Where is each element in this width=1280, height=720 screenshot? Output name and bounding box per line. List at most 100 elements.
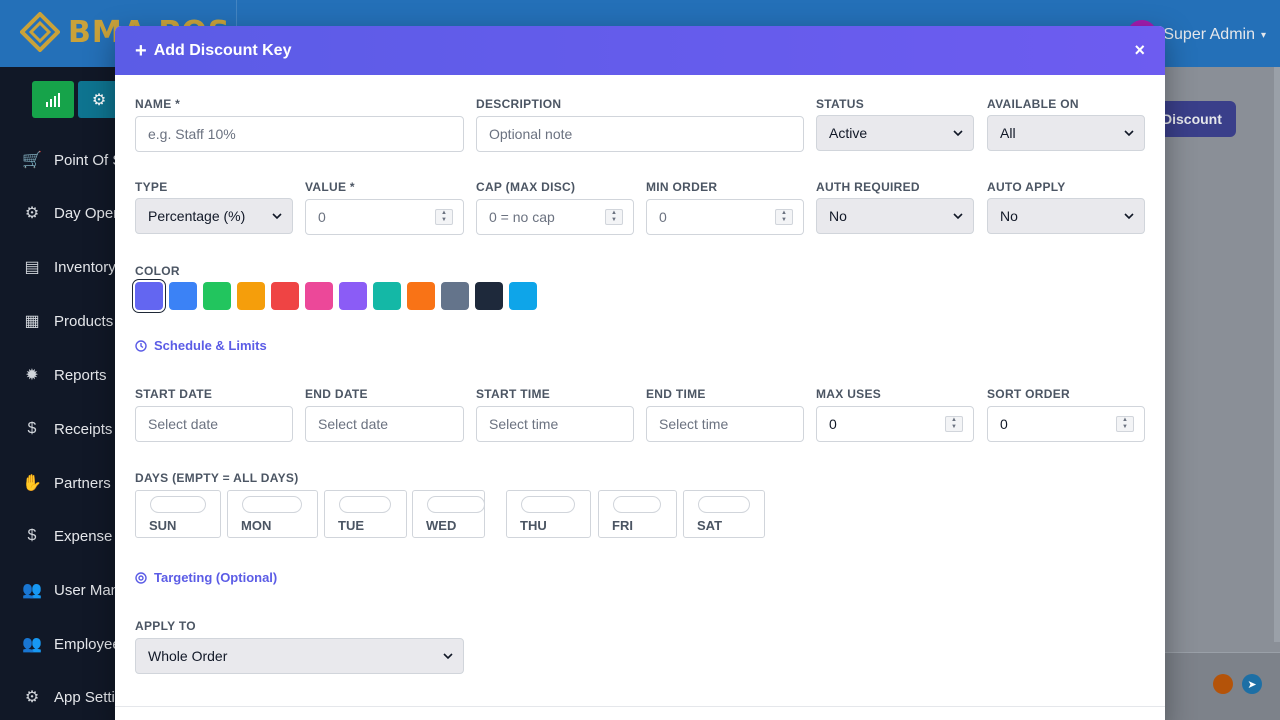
- sidebar-item[interactable]: ▤ Inventory: [22, 257, 115, 277]
- targeting-section-toggle[interactable]: Targeting (Optional): [135, 570, 277, 585]
- bar-chart-icon: [46, 92, 60, 107]
- day-checkbox[interactable]: [150, 496, 206, 513]
- sidebar-item-label: Point Of S: [54, 151, 123, 169]
- day-toggle-mon[interactable]: MON: [227, 490, 318, 538]
- chevron-down-icon: ▾: [1260, 29, 1266, 41]
- value-stepper[interactable]: ▲ ▼: [435, 209, 453, 225]
- apply-to-value: Whole Order: [148, 648, 228, 664]
- sort-order-input[interactable]: 0 ▲ ▼: [987, 406, 1145, 442]
- chevron-down-icon: [1124, 213, 1134, 220]
- cap-stepper[interactable]: ▲ ▼: [605, 209, 623, 225]
- sidebar-item-label: Partners: [54, 474, 111, 492]
- end-time-input[interactable]: Select time: [646, 406, 804, 442]
- day-label: SAT: [697, 518, 723, 533]
- sort-order-stepper[interactable]: ▲ ▼: [1116, 416, 1134, 432]
- page-scrollbar[interactable]: [1274, 67, 1280, 642]
- name-input[interactable]: e.g. Staff 10%: [135, 116, 464, 152]
- sidebar-item[interactable]: $ Receipts: [22, 419, 113, 439]
- day-checkbox[interactable]: [521, 496, 575, 513]
- day-checkbox[interactable]: [698, 496, 750, 513]
- close-button[interactable]: ×: [1134, 40, 1145, 60]
- min-order-stepper[interactable]: ▲ ▼: [775, 209, 793, 225]
- settings-button[interactable]: ⚙: [78, 81, 120, 118]
- color-swatch[interactable]: [509, 282, 537, 310]
- auth-required-label: AUTH REQUIRED: [816, 180, 920, 194]
- gears-icon: ⚙: [91, 91, 107, 109]
- add-discount-label: Discount: [1162, 111, 1222, 127]
- color-swatch[interactable]: [305, 282, 333, 310]
- telegram-icon[interactable]: ➤: [1242, 674, 1262, 694]
- cap-label: CAP (MAX DISC): [476, 180, 576, 194]
- max-uses-input[interactable]: 0 ▲ ▼: [816, 406, 974, 442]
- modal-header: + Add Discount Key ×: [115, 26, 1165, 75]
- day-label: WED: [426, 518, 457, 533]
- color-swatch[interactable]: [203, 282, 231, 310]
- start-time-input[interactable]: Select time: [476, 406, 634, 442]
- add-discount-modal: + Add Discount Key × NAME * e.g. Staff 1…: [115, 26, 1165, 720]
- start-date-input[interactable]: Select date: [135, 406, 293, 442]
- modal-footer-divider: [115, 706, 1165, 707]
- color-label: COLOR: [135, 264, 180, 278]
- cap-input[interactable]: 0 = no cap ▲ ▼: [476, 199, 634, 235]
- end-date-input[interactable]: Select date: [305, 406, 464, 442]
- handshake-icon: ✋: [22, 475, 42, 492]
- color-swatch[interactable]: [475, 282, 503, 310]
- min-order-label: MIN ORDER: [646, 180, 718, 194]
- available-on-select[interactable]: All: [987, 115, 1145, 151]
- day-toggle-sun[interactable]: SUN: [135, 490, 221, 538]
- start-time-label: START TIME: [476, 387, 551, 401]
- color-swatch[interactable]: [271, 282, 299, 310]
- day-checkbox[interactable]: [339, 496, 391, 513]
- auth-required-select[interactable]: No: [816, 198, 974, 234]
- color-swatch[interactable]: [441, 282, 469, 310]
- auto-apply-select[interactable]: No: [987, 198, 1145, 234]
- chevron-down-icon: [443, 653, 453, 660]
- sidebar-item[interactable]: 👥 User Man: [22, 580, 119, 600]
- sidebar-item[interactable]: ⚙ App Setti: [22, 687, 115, 707]
- value-input[interactable]: 0 ▲ ▼: [305, 199, 464, 235]
- schedule-section-toggle[interactable]: Schedule & Limits: [135, 338, 267, 353]
- color-swatch[interactable]: [237, 282, 265, 310]
- sidebar-item[interactable]: ✋ Partners: [22, 473, 111, 493]
- sidebar-item[interactable]: ✹ Reports: [22, 365, 106, 385]
- days-label: DAYS (EMPTY = ALL DAYS): [135, 471, 299, 485]
- day-checkbox[interactable]: [242, 496, 302, 513]
- color-swatch[interactable]: [339, 282, 367, 310]
- day-toggle-thu[interactable]: THU: [506, 490, 591, 538]
- gear-icon: ⚙: [24, 689, 40, 706]
- sidebar-item[interactable]: ▦ Products: [22, 311, 113, 331]
- signal-button[interactable]: [32, 81, 74, 118]
- globe-icon[interactable]: [1213, 674, 1233, 694]
- box-icon: ▦: [24, 313, 40, 330]
- users-icon: 👥: [22, 582, 42, 599]
- type-select[interactable]: Percentage (%): [135, 198, 293, 234]
- sidebar-item[interactable]: 🛒 Point Of S: [22, 150, 122, 170]
- modal-title-text: Add Discount Key: [153, 41, 292, 59]
- max-uses-stepper[interactable]: ▲ ▼: [945, 416, 963, 432]
- status-select[interactable]: Active: [816, 115, 974, 151]
- chevron-down-icon: [953, 213, 963, 220]
- min-order-input[interactable]: 0 ▲ ▼: [646, 199, 804, 235]
- color-swatch[interactable]: [407, 282, 435, 310]
- warehouse-icon: ▤: [24, 259, 40, 276]
- day-toggle-fri[interactable]: FRI: [598, 490, 677, 538]
- day-toggle-sat[interactable]: SAT: [683, 490, 765, 538]
- sidebar-item-label: App Setti: [54, 688, 115, 706]
- color-swatch[interactable]: [135, 282, 163, 310]
- chevron-down-icon: [953, 130, 963, 137]
- gear-icon: ⚙: [24, 205, 40, 222]
- description-label: DESCRIPTION: [476, 97, 562, 111]
- sidebar-item[interactable]: $ Expense: [22, 526, 113, 546]
- color-swatch[interactable]: [373, 282, 401, 310]
- day-toggle-tue[interactable]: TUE: [324, 490, 407, 538]
- day-checkbox[interactable]: [613, 496, 661, 513]
- color-swatch[interactable]: [169, 282, 197, 310]
- sidebar-item[interactable]: 👥 Employee: [22, 634, 121, 654]
- day-toggle-wed[interactable]: WED: [412, 490, 485, 538]
- day-checkbox[interactable]: [427, 496, 485, 513]
- auto-apply-label: AUTO APPLY: [987, 180, 1066, 194]
- description-input[interactable]: Optional note: [476, 116, 804, 152]
- sidebar-item[interactable]: ⚙ Day Opera: [22, 203, 127, 223]
- clock-icon: [135, 339, 147, 352]
- apply-to-select[interactable]: Whole Order: [135, 638, 464, 674]
